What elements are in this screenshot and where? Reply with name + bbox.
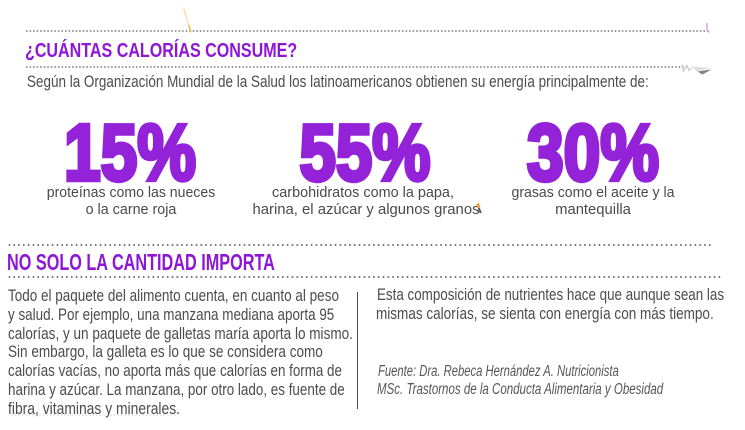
svg-text:30%: 30% xyxy=(527,118,659,188)
svg-text:15%: 15% xyxy=(64,118,196,188)
svg-text:55%: 55% xyxy=(299,118,430,188)
